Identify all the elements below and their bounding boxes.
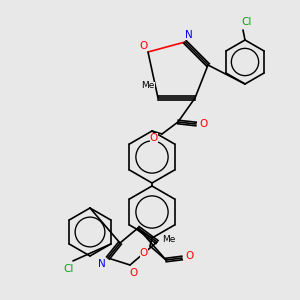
Text: N: N [185,30,193,40]
Text: O: O [139,41,147,51]
Text: N: N [98,259,106,269]
Text: O: O [150,133,158,143]
Text: Me: Me [162,236,176,244]
Text: O: O [140,248,148,258]
Text: O: O [186,251,194,261]
Text: Cl: Cl [242,17,252,27]
Text: Cl: Cl [64,264,74,274]
Text: O: O [200,119,208,129]
Text: O: O [130,268,138,278]
Text: Me: Me [141,82,155,91]
